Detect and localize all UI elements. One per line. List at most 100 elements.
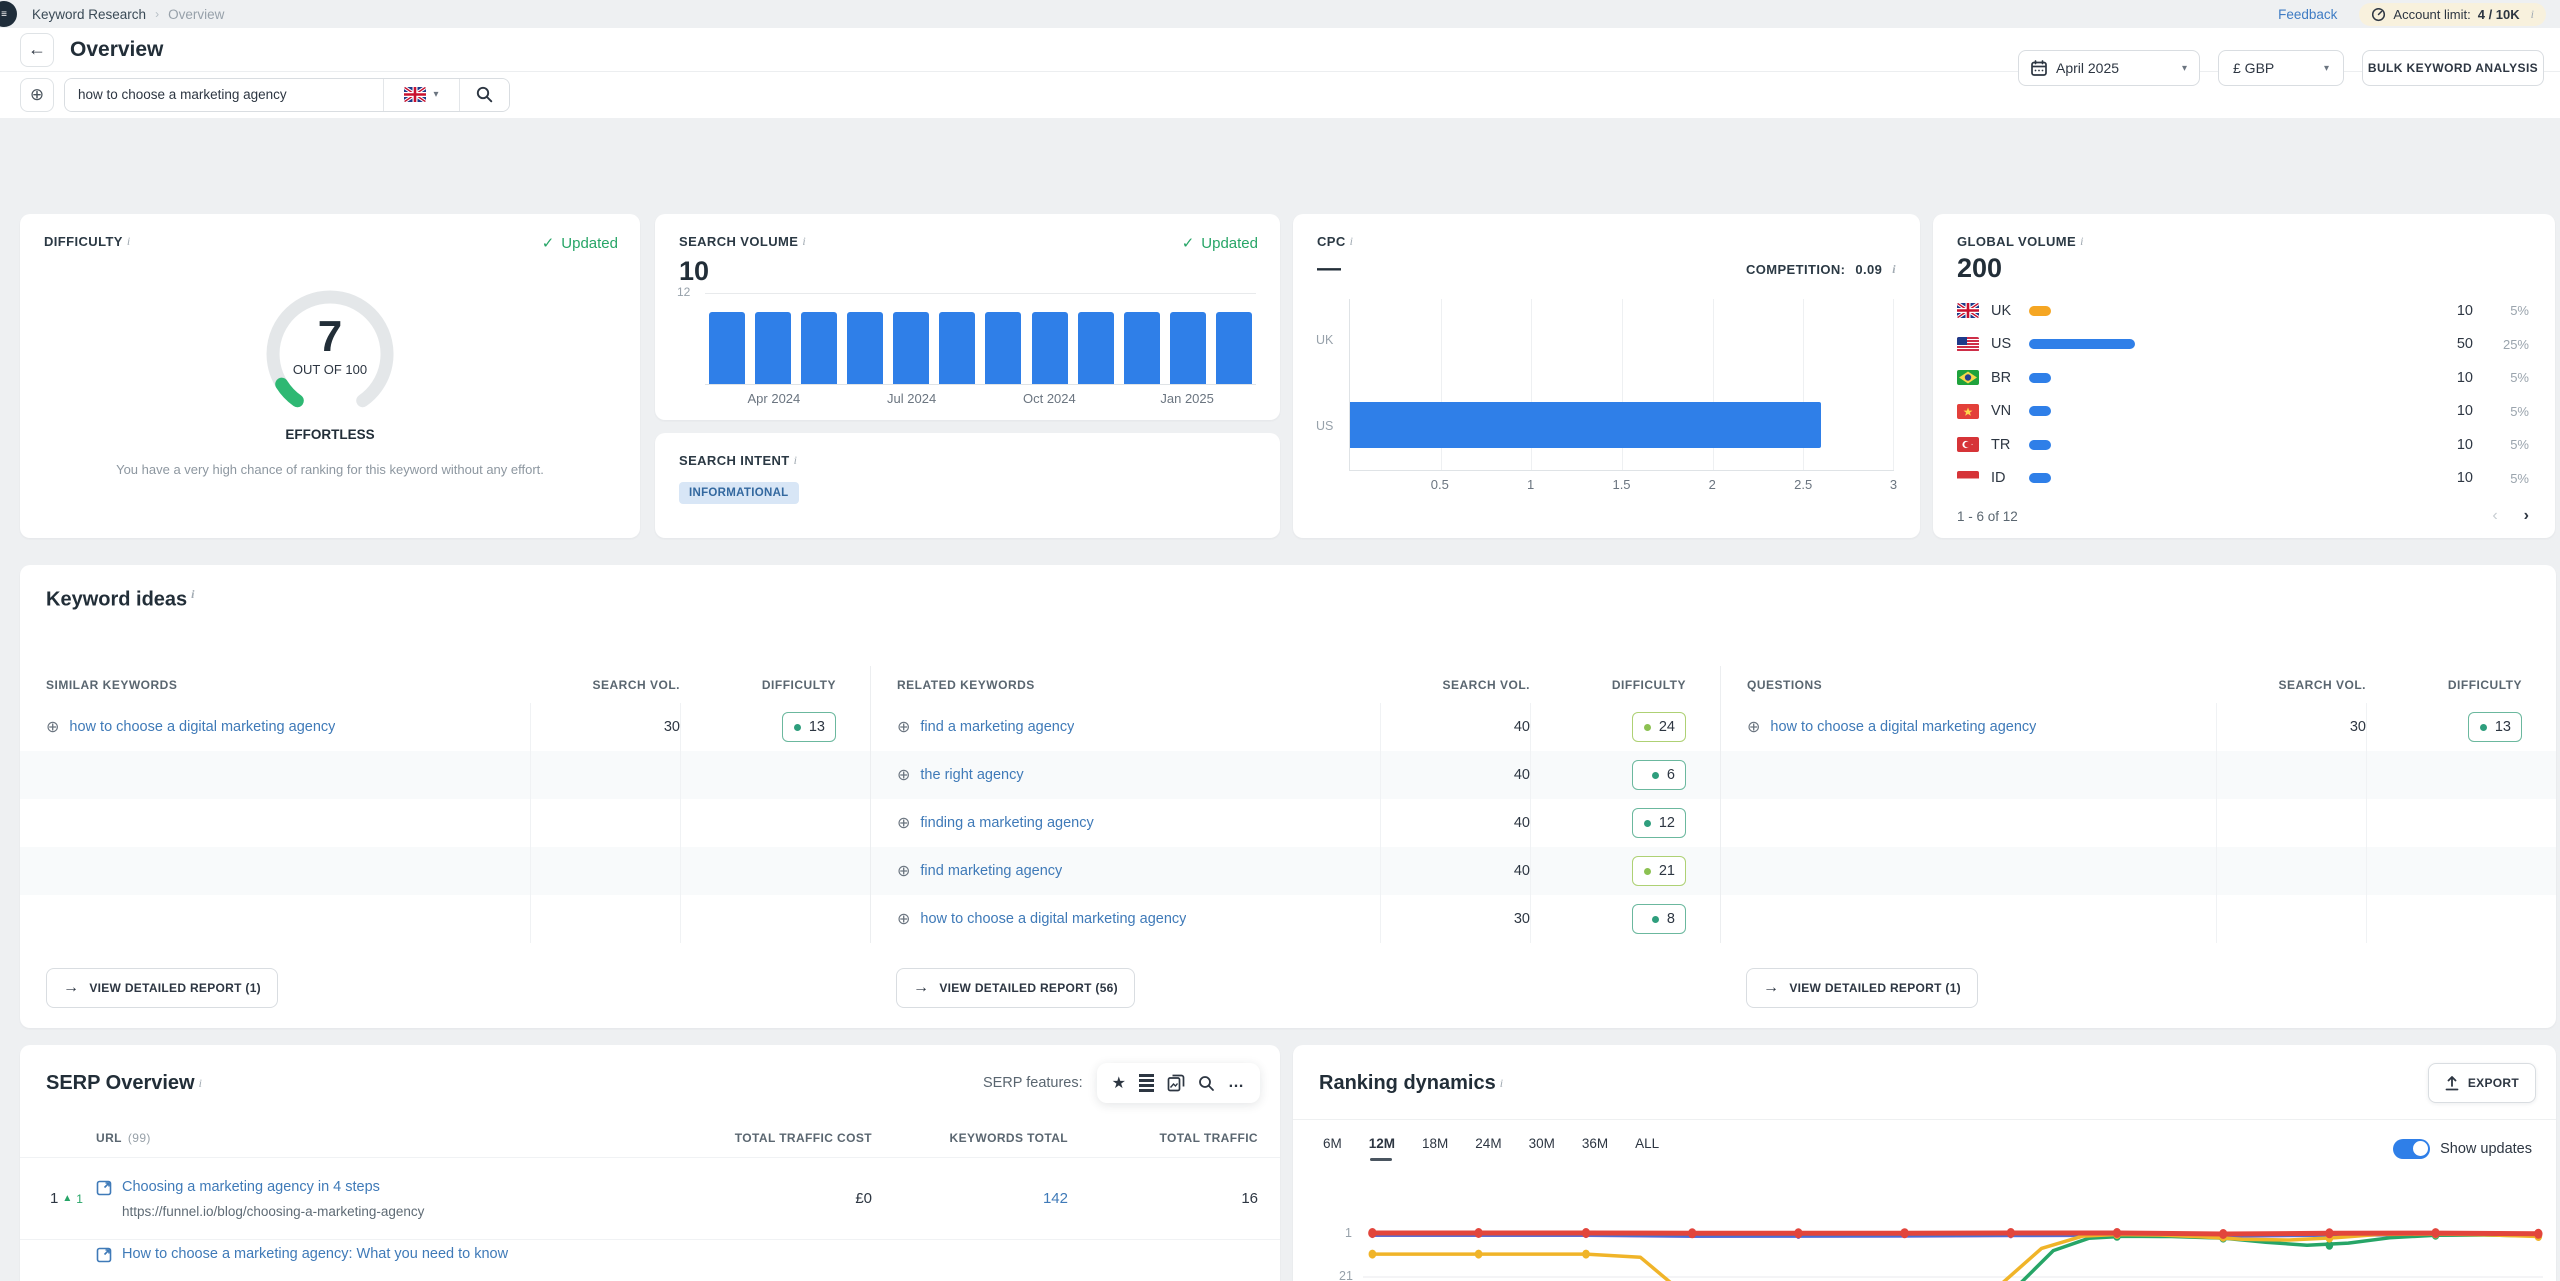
back-button[interactable]: ← — [20, 33, 54, 67]
country-percent: 5% — [2485, 370, 2529, 385]
upload-icon — [2445, 1076, 2459, 1091]
plus-circle-icon[interactable]: ⊕ — [1747, 717, 1760, 737]
external-link-icon[interactable] — [96, 1180, 112, 1196]
x-tick: 2.5 — [1794, 477, 1812, 492]
plus-circle-icon[interactable]: ⊕ — [897, 813, 910, 833]
vn-flag-icon — [1957, 404, 1979, 419]
breadcrumb-keyword-research[interactable]: Keyword Research — [32, 7, 146, 22]
view-detailed-report-similar-button[interactable]: →VIEW DETAILED REPORT (1) — [46, 968, 278, 1008]
pagination-next-button[interactable]: › — [2524, 507, 2529, 525]
search-icon[interactable] — [1198, 1075, 1215, 1092]
arrow-right-icon: → — [1763, 979, 1779, 997]
serp-result-link[interactable]: Choosing a marketing agency in 4 steps — [122, 1179, 424, 1195]
keyword-link[interactable]: the right agency — [920, 767, 1023, 783]
keyword-row: ⊕the right agency 40 6 — [871, 751, 1720, 799]
country-volume: 10 — [2437, 303, 2473, 319]
plus-circle-icon[interactable]: ⊕ — [897, 909, 910, 929]
info-icon[interactable]: i — [1892, 262, 1896, 277]
search-volume-cell: 30 — [664, 719, 680, 735]
ranking-marker-red — [2534, 1229, 2543, 1239]
view-detailed-report-questions-button[interactable]: →VIEW DETAILED REPORT (1) — [1746, 968, 1978, 1008]
column-header-difficulty: DIFFICULTY — [680, 666, 870, 703]
keyword-link[interactable]: finding a marketing agency — [920, 815, 1093, 831]
volume-bar — [1170, 312, 1206, 385]
date-value: April 2025 — [2056, 60, 2119, 76]
keyword-link[interactable]: how to choose a digital marketing agency — [69, 719, 335, 735]
month-label: Jul 2024 — [887, 391, 936, 406]
date-selector[interactable]: April 2025 ▾ — [2018, 50, 2200, 86]
tab-12m[interactable]: 12M — [1369, 1136, 1395, 1161]
check-icon: ✓ — [1182, 234, 1195, 252]
keyword-link[interactable]: how to choose a digital marketing agency — [1770, 719, 2036, 735]
country-volume: 10 — [2437, 370, 2473, 386]
column-header-related-keywords: RELATED KEYWORDS — [871, 678, 1380, 692]
menu-icon: ≡ — [1, 9, 7, 20]
ranking-marker-yellow — [1369, 1250, 1377, 1259]
difficulty-level: EFFORTLESS — [230, 427, 430, 442]
list-icon[interactable] — [1139, 1074, 1154, 1092]
country-percent: 5% — [2485, 471, 2529, 486]
account-limit-badge[interactable]: Account limit: 4 / 10K i — [2359, 3, 2546, 26]
tab-36m[interactable]: 36M — [1582, 1136, 1608, 1161]
search-volume-bars — [705, 297, 1256, 385]
top-bar: ≡ Keyword Research › Overview Feedback A… — [0, 0, 2560, 28]
export-button[interactable]: EXPORT — [2428, 1063, 2536, 1103]
tab-24m[interactable]: 24M — [1475, 1136, 1501, 1161]
column-header-difficulty: DIFFICULTY — [2366, 666, 2556, 703]
tab-30m[interactable]: 30M — [1529, 1136, 1555, 1161]
app-logo[interactable]: ≡ — [0, 1, 17, 27]
info-icon[interactable]: i — [2080, 234, 2083, 249]
plus-circle-icon[interactable]: ⊕ — [897, 861, 910, 881]
serp-result-link[interactable]: How to choose a marketing agency: What y… — [122, 1246, 508, 1263]
feedback-link[interactable]: Feedback — [2278, 7, 2337, 22]
info-icon[interactable]: i — [127, 234, 130, 249]
country-row: US 50 25% — [1957, 328, 2529, 362]
info-icon[interactable]: i — [199, 1076, 202, 1091]
info-icon[interactable]: i — [2531, 7, 2534, 22]
plus-circle-icon[interactable]: ⊕ — [897, 717, 910, 737]
keyword-link[interactable]: find marketing agency — [920, 863, 1062, 879]
serp-result-row: How to choose a marketing agency: What y… — [20, 1239, 1280, 1281]
country-selector[interactable]: ▾ — [383, 79, 459, 111]
currency-selector[interactable]: £ GBP ▾ — [2218, 50, 2344, 86]
star-icon[interactable]: ★ — [1112, 1073, 1126, 1093]
tab-6m[interactable]: 6M — [1323, 1136, 1342, 1161]
x-tick: 2 — [1709, 477, 1716, 492]
view-detailed-report-related-button[interactable]: →VIEW DETAILED REPORT (56) — [896, 968, 1135, 1008]
tab-all[interactable]: ALL — [1635, 1136, 1659, 1161]
show-updates-toggle[interactable] — [2393, 1139, 2430, 1159]
difficulty-badge: 13 — [2468, 712, 2522, 742]
breadcrumb: Keyword Research › Overview — [32, 7, 224, 22]
bulk-keyword-analysis-button[interactable]: BULK KEYWORD ANALYSIS — [2362, 50, 2544, 86]
info-icon[interactable]: i — [1350, 234, 1353, 249]
related-keywords-group: RELATED KEYWORDS SEARCH VOL. DIFFICULTY … — [870, 666, 1720, 943]
updated-label: Updated — [561, 235, 618, 252]
ranking-series-green — [2018, 1235, 2538, 1281]
external-link-icon[interactable] — [96, 1247, 112, 1263]
competition-label: COMPETITION: — [1746, 262, 1845, 277]
tab-18m[interactable]: 18M — [1422, 1136, 1448, 1161]
keywords-total-link[interactable]: 142 — [1043, 1190, 1068, 1207]
difficulty-dot-icon — [1644, 868, 1651, 875]
empty-row — [20, 751, 870, 799]
keyword-search-input[interactable] — [65, 79, 383, 111]
info-icon[interactable]: i — [191, 587, 194, 601]
rank-change: 1 — [76, 1192, 83, 1206]
ranking-marker-red — [2113, 1228, 2122, 1238]
plus-circle-icon[interactable]: ⊕ — [46, 717, 59, 737]
images-icon[interactable] — [1167, 1074, 1185, 1092]
y-axis-max-label: 12 — [677, 285, 690, 299]
more-options-icon[interactable]: … — [1228, 1074, 1245, 1092]
volume-bar — [847, 312, 883, 385]
search-button[interactable] — [459, 79, 509, 111]
pagination-prev-button[interactable]: ‹ — [2492, 507, 2497, 525]
info-icon[interactable]: i — [1500, 1076, 1503, 1091]
info-icon[interactable]: i — [802, 234, 805, 249]
rank-value: 1 — [50, 1190, 58, 1207]
cpc-value: — — [1317, 255, 1341, 283]
plus-circle-icon[interactable]: ⊕ — [897, 765, 910, 785]
add-keyword-button[interactable]: ⊕ — [20, 78, 54, 112]
keyword-link[interactable]: find a marketing agency — [920, 719, 1074, 735]
info-icon[interactable]: i — [794, 453, 797, 468]
keyword-link[interactable]: how to choose a digital marketing agency — [920, 911, 1186, 927]
